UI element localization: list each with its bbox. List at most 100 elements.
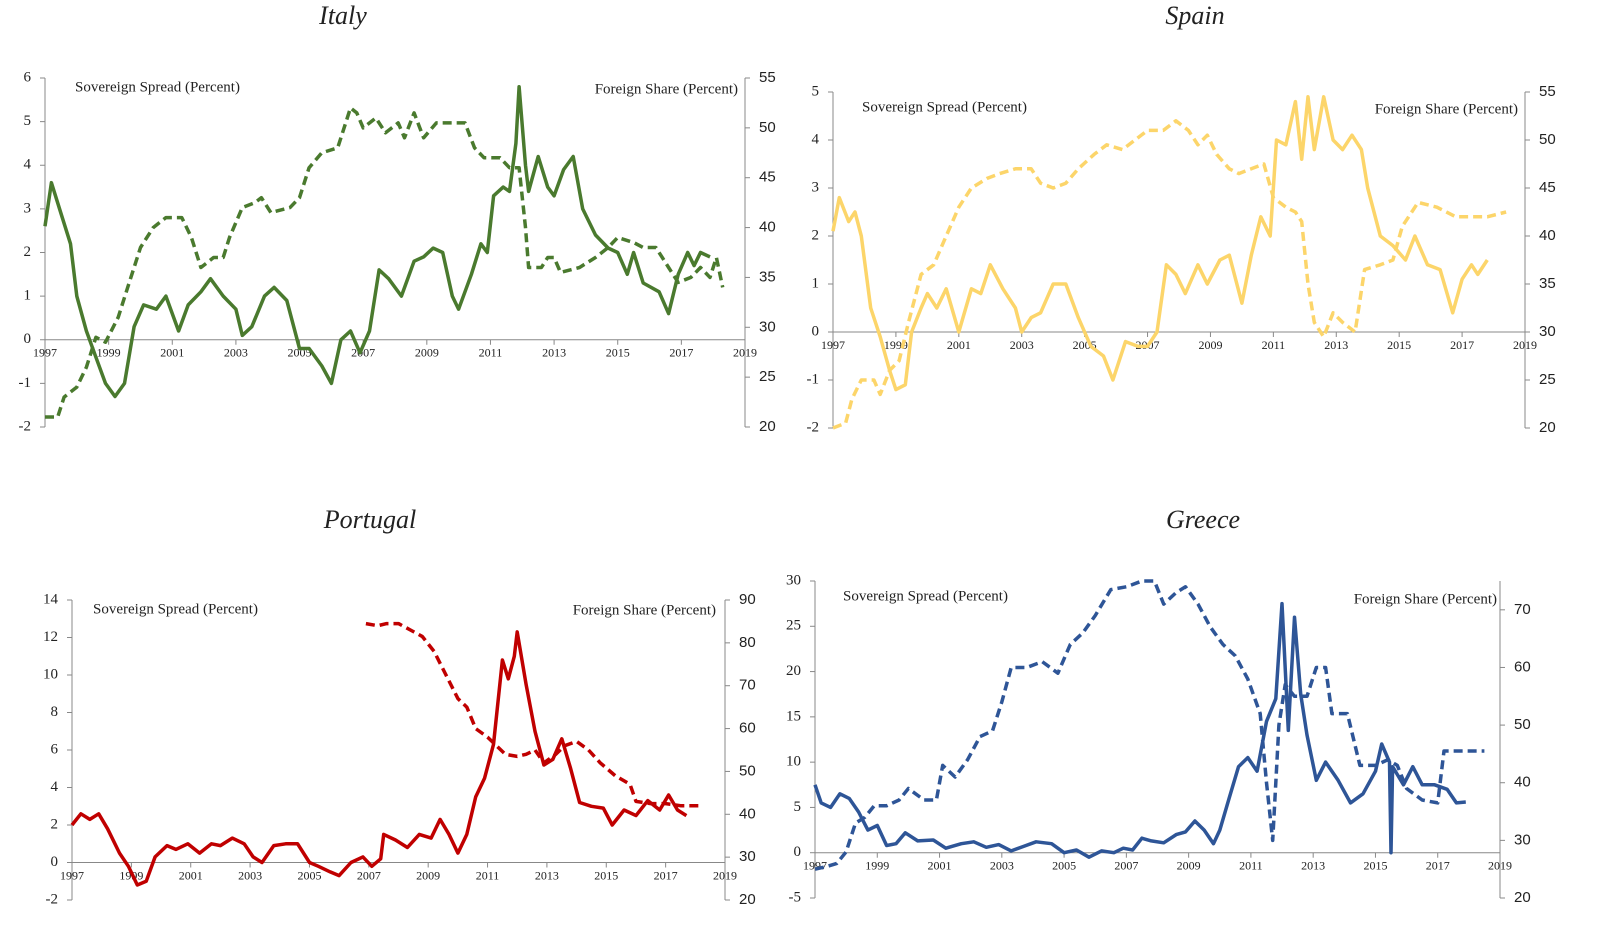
y2-tick-label: 90 xyxy=(739,591,756,608)
y-tick-label: 10 xyxy=(43,666,58,682)
y2-tick-label: 60 xyxy=(739,720,756,737)
x-tick-label: 2015 xyxy=(606,346,630,360)
y2-tick-label: 55 xyxy=(1539,83,1556,100)
y-tick-label: 0 xyxy=(24,331,32,347)
x-tick-label: 2019 xyxy=(1488,858,1512,872)
panel: Portugal Sovereign Spread (Percent) Foreig… xyxy=(43,505,756,908)
y-tick-label: 5 xyxy=(24,113,32,129)
y2-tick-label: 30 xyxy=(1539,323,1556,340)
y2-tick-label: 35 xyxy=(759,268,776,285)
y-tick-label: 3 xyxy=(24,200,32,216)
y-tick-label: 12 xyxy=(43,629,58,645)
y-axis-label: Sovereign Spread (Percent) xyxy=(862,99,1027,115)
y2-tick-label: 20 xyxy=(759,418,776,435)
y-tick-label: 25 xyxy=(786,618,801,634)
x-tick-label: 2017 xyxy=(1426,858,1450,872)
y-tick-label: 6 xyxy=(51,741,59,757)
y-tick-label: 2 xyxy=(51,816,59,832)
x-tick-label: 2015 xyxy=(1387,338,1411,352)
y-tick-label: -2 xyxy=(19,418,32,434)
x-tick-label: 2011 xyxy=(1262,338,1286,352)
y-tick-label: 4 xyxy=(51,779,59,795)
y-tick-label: -2 xyxy=(46,891,59,907)
y-tick-label: 0 xyxy=(794,844,802,860)
y-tick-label: 5 xyxy=(794,799,802,815)
panel: Spain Sovereign Spread (Percent) Foreign S… xyxy=(807,1,1556,436)
x-tick-label: 1997 xyxy=(821,338,845,352)
x-tick-label: 1999 xyxy=(97,346,121,360)
spread-line xyxy=(70,630,688,887)
x-tick-label: 1997 xyxy=(33,346,57,360)
y2-tick-label: 35 xyxy=(1539,275,1556,292)
foreign-share-line xyxy=(832,119,1507,430)
y-tick-label: 15 xyxy=(786,708,801,724)
y-tick-label: -1 xyxy=(19,375,32,391)
y-tick-label: 4 xyxy=(24,157,32,173)
x-tick-label: 2001 xyxy=(928,858,952,872)
y2-tick-label: 20 xyxy=(739,891,756,908)
panel-title: Portugal xyxy=(323,505,416,534)
y2-axis-label: Foreign Share (Percent) xyxy=(573,602,716,618)
panel-title: Spain xyxy=(1165,1,1224,30)
x-tick-label: 2003 xyxy=(224,346,248,360)
x-tick-label: 2017 xyxy=(1450,338,1474,352)
x-tick-label: 2013 xyxy=(1324,338,1348,352)
y2-tick-label: 30 xyxy=(1514,831,1531,848)
y-tick-label: 0 xyxy=(812,323,820,339)
y-tick-label: 1 xyxy=(24,288,32,304)
y-tick-label: 20 xyxy=(786,663,801,679)
y-tick-label: 10 xyxy=(786,754,801,770)
foreign-share-line xyxy=(365,621,702,808)
y-tick-label: -2 xyxy=(807,419,820,435)
x-tick-label: 2015 xyxy=(1363,858,1387,872)
x-tick-label: 2009 xyxy=(1198,338,1222,352)
y-tick-label: -5 xyxy=(789,889,802,905)
y2-tick-label: 30 xyxy=(759,318,776,335)
y2-tick-label: 25 xyxy=(1539,371,1556,388)
x-tick-label: 2001 xyxy=(947,338,971,352)
x-tick-label: 2013 xyxy=(535,868,559,882)
y-axis-label: Sovereign Spread (Percent) xyxy=(93,601,258,617)
x-tick-label: 2003 xyxy=(1010,338,1034,352)
x-tick-label: 2009 xyxy=(416,868,440,882)
y2-tick-label: 50 xyxy=(1539,131,1556,148)
x-tick-label: 2001 xyxy=(179,868,203,882)
x-tick-label: 2015 xyxy=(594,868,618,882)
y2-tick-label: 70 xyxy=(739,677,756,694)
y2-tick-label: 50 xyxy=(1514,716,1531,733)
panel: Italy Sovereign Spread (Percent) Foreign S… xyxy=(19,1,776,435)
y2-axis-label: Foreign Share (Percent) xyxy=(1375,101,1518,117)
y-tick-label: 2 xyxy=(24,244,32,260)
x-tick-label: 2011 xyxy=(1239,858,1263,872)
x-tick-label: 2001 xyxy=(160,346,184,360)
y-tick-label: 0 xyxy=(51,854,59,870)
foreign-share-line xyxy=(814,579,1485,871)
spread-line xyxy=(43,84,711,399)
y-tick-label: 5 xyxy=(812,83,820,99)
y-tick-label: 14 xyxy=(43,591,59,607)
y-axis-label: Sovereign Spread (Percent) xyxy=(843,588,1008,604)
x-tick-label: 2017 xyxy=(654,868,678,882)
spread-line xyxy=(813,601,1466,859)
x-tick-label: 2007 xyxy=(1114,858,1138,872)
y-tick-label: 3 xyxy=(812,179,820,195)
y2-tick-label: 60 xyxy=(1514,658,1531,675)
panel-title: Greece xyxy=(1166,505,1240,534)
y2-tick-label: 50 xyxy=(739,762,756,779)
y-axis-label: Sovereign Spread (Percent) xyxy=(75,79,240,95)
x-tick-label: 2005 xyxy=(297,868,321,882)
x-tick-label: 2009 xyxy=(1177,858,1201,872)
x-tick-label: 2009 xyxy=(415,346,439,360)
x-tick-label: 2011 xyxy=(476,868,500,882)
panel: Greece Sovereign Spread (Percent) Foreign … xyxy=(786,505,1531,906)
x-tick-label: 2019 xyxy=(1513,338,1537,352)
y2-tick-label: 55 xyxy=(759,69,776,86)
y-tick-label: 6 xyxy=(24,69,32,85)
y2-tick-label: 70 xyxy=(1514,601,1531,618)
y2-tick-label: 30 xyxy=(739,848,756,865)
y2-tick-label: 40 xyxy=(1539,227,1556,244)
y2-tick-label: 20 xyxy=(1539,419,1556,436)
x-tick-label: 2019 xyxy=(733,346,757,360)
y-tick-label: -1 xyxy=(807,371,820,387)
